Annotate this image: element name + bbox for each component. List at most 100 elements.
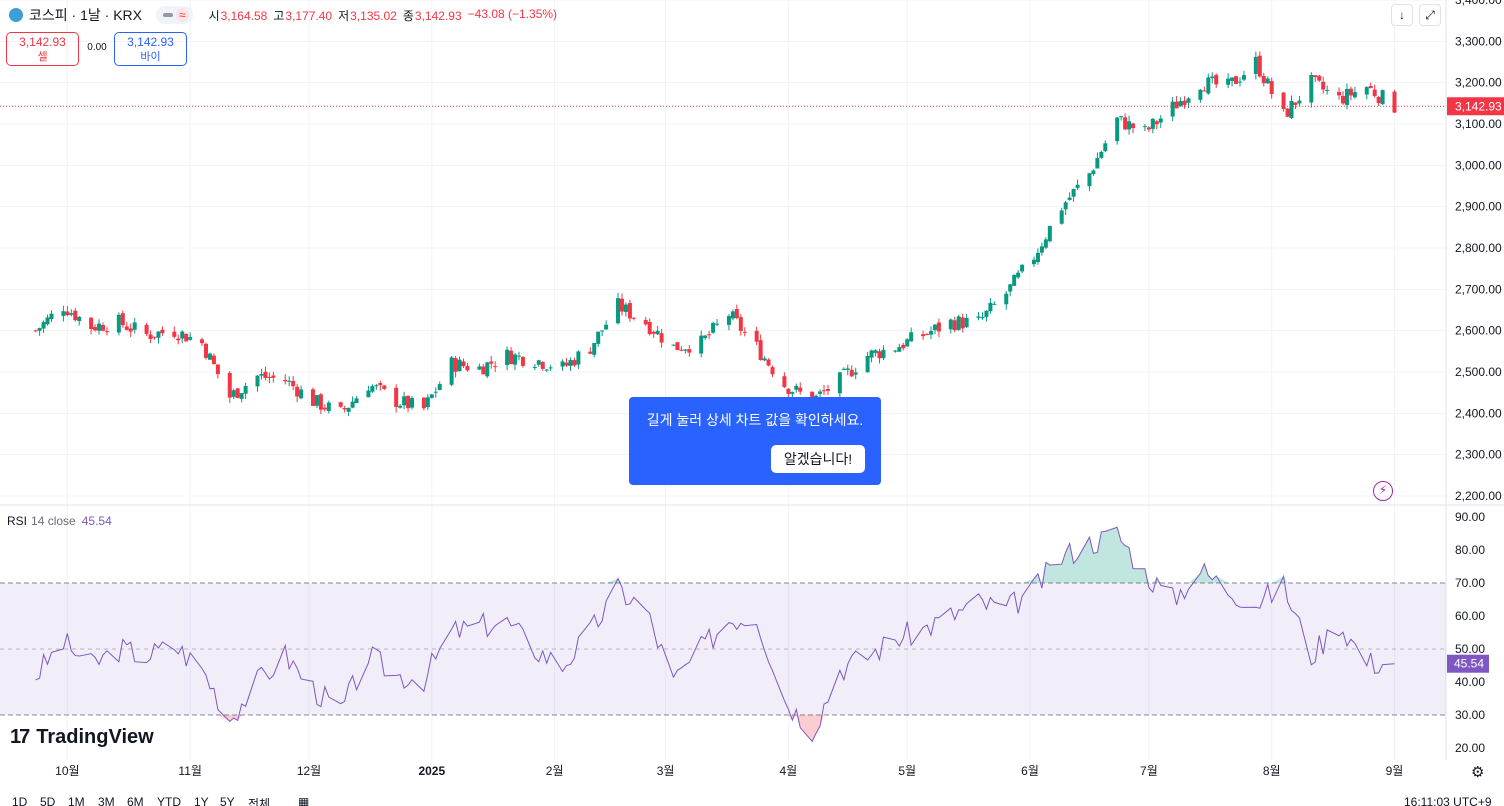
- candle-body: [128, 328, 133, 332]
- candle-body: [1269, 81, 1274, 95]
- x-tick-label: 11월: [178, 764, 202, 778]
- candle-body: [152, 336, 157, 338]
- range-ytd[interactable]: YTD: [157, 795, 181, 806]
- candle-body: [1127, 121, 1132, 130]
- candle-body: [49, 313, 54, 320]
- y-tick-label: 2,700.00: [1455, 282, 1502, 296]
- candle-body: [1344, 88, 1349, 105]
- candle-body: [1182, 100, 1187, 106]
- candle-body: [73, 310, 78, 321]
- chart-mode-toggle[interactable]: ≈: [155, 6, 193, 24]
- spread-value: 0.00: [87, 42, 107, 53]
- candle-body: [37, 328, 42, 331]
- y-tick-label: 3,100.00: [1455, 117, 1502, 131]
- range-1m[interactable]: 1M: [68, 795, 85, 806]
- candle-body: [925, 334, 930, 336]
- last-price-tag: [1447, 97, 1504, 116]
- candle-body: [516, 355, 521, 357]
- rsi-overbought-fill: [35, 527, 1395, 583]
- candle-body: [865, 355, 870, 373]
- hint-toast: 길게 눌러 상세 차트 값을 확인하세요. 알겠습니다!: [629, 397, 881, 485]
- candle-body: [703, 335, 708, 339]
- range-all[interactable]: 전체: [248, 797, 271, 806]
- candle-body: [346, 407, 351, 412]
- range-5d[interactable]: 5D: [40, 795, 56, 806]
- range-6m[interactable]: 6M: [127, 795, 144, 806]
- candle-body: [211, 355, 216, 365]
- rsi-y-tick-label: 50.00: [1455, 642, 1485, 656]
- candle-body: [1031, 259, 1036, 265]
- candle-body: [715, 323, 720, 325]
- sell-button[interactable]: 3,142.93 셀: [6, 32, 79, 66]
- x-tick-label: 2025: [418, 764, 445, 778]
- candle-body: [1035, 252, 1040, 262]
- candle-body: [631, 317, 636, 319]
- rsi-y-tick-label: 60.00: [1455, 609, 1485, 623]
- download-button[interactable]: ↓: [1391, 4, 1413, 26]
- buy-button[interactable]: 3,142.93 바이: [114, 32, 187, 66]
- candle-body: [338, 402, 343, 407]
- candle-body: [881, 349, 886, 359]
- candle-body: [148, 334, 153, 339]
- candle-body: [853, 372, 858, 375]
- candle-body: [655, 330, 660, 335]
- candle-body: [897, 347, 902, 352]
- candle-body: [818, 391, 823, 394]
- high-label: 고: [273, 8, 285, 23]
- candle-body: [477, 366, 482, 370]
- fullscreen-button[interactable]: ⤢: [1419, 4, 1441, 26]
- symbol-title[interactable]: 코스피 · 1날 · KRX: [29, 7, 142, 23]
- range-1d[interactable]: 1D: [12, 795, 28, 806]
- candle-body: [104, 331, 109, 333]
- candle-body: [992, 303, 997, 305]
- candle-body: [1285, 108, 1290, 117]
- candle-body: [984, 310, 989, 317]
- candle-body: [1154, 121, 1159, 125]
- tradingview-logo[interactable]: 17 TradingView: [10, 726, 154, 749]
- candle-body: [699, 335, 704, 354]
- candle-body: [132, 322, 137, 330]
- candle-body: [921, 334, 926, 337]
- candle-body: [1237, 81, 1242, 83]
- candle-body: [651, 331, 656, 334]
- candle-body: [33, 330, 38, 332]
- candle-body: [1008, 284, 1013, 292]
- candle-body: [936, 322, 941, 332]
- candle-body: [1043, 239, 1048, 248]
- candle-body: [354, 398, 359, 404]
- rsi-params: 14 close: [31, 514, 76, 528]
- range-5y[interactable]: 5Y: [220, 795, 235, 806]
- candle-body: [643, 319, 648, 325]
- low-value: 3,135.02: [350, 8, 397, 23]
- candle-body: [184, 333, 189, 342]
- settings-icon[interactable]: ⚙: [1471, 764, 1485, 781]
- y-tick-label: 2,800.00: [1455, 241, 1502, 255]
- candle-body: [1012, 274, 1017, 286]
- candle-body: [433, 391, 438, 393]
- candle-body: [742, 331, 747, 333]
- x-tick-label: 8월: [1263, 764, 1281, 778]
- candle-body: [679, 349, 684, 351]
- candle-body: [215, 364, 220, 375]
- candle-body: [1265, 78, 1270, 84]
- candle-body: [619, 298, 624, 312]
- candle-body: [1095, 158, 1100, 169]
- candle-body: [1226, 78, 1231, 85]
- candle-body: [1004, 293, 1009, 305]
- candle-body: [1368, 86, 1373, 89]
- candle-body: [299, 389, 304, 399]
- calendar-icon[interactable]: ▦: [298, 795, 310, 806]
- range-3m[interactable]: 3M: [98, 795, 115, 806]
- candle-body: [227, 372, 232, 398]
- range-1y[interactable]: 1Y: [194, 795, 209, 806]
- candle-body: [1293, 102, 1298, 105]
- rsi-legend[interactable]: RSI 14 close 45.54: [7, 514, 112, 528]
- candle-body: [77, 316, 82, 322]
- toast-message: 길게 눌러 상세 차트 값을 확인하세요.: [646, 412, 864, 428]
- candle-body: [560, 361, 565, 367]
- candle-body: [176, 338, 181, 341]
- lightning-icon[interactable]: ⚡: [1373, 481, 1393, 501]
- toast-ok-button[interactable]: 알겠습니다!: [771, 445, 865, 473]
